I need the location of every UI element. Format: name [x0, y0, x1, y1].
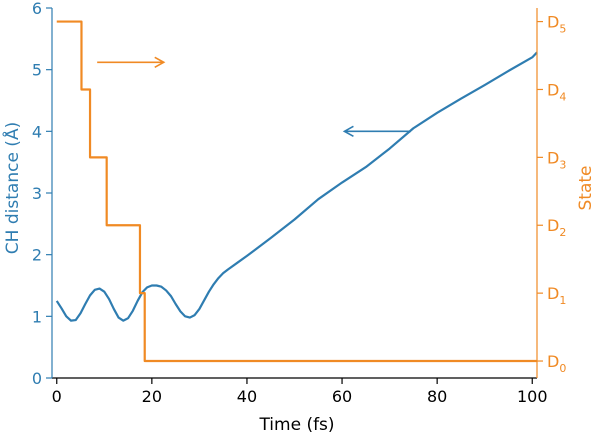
- x-tick-label: 20: [142, 387, 162, 406]
- right-y-tick-subscript: 1: [559, 294, 566, 307]
- left-y-tick-label: 1: [32, 307, 42, 326]
- right-y-tick-label: D2: [547, 216, 566, 239]
- left-axis-arrow-head: [342, 125, 354, 138]
- right-y-tick-label: D3: [547, 148, 566, 171]
- right-axis-arrow-head: [154, 56, 166, 69]
- x-tick-label: 40: [237, 387, 257, 406]
- x-tick-label: 80: [427, 387, 447, 406]
- left-y-tick-label: 0: [32, 369, 42, 388]
- right-y-tick-subscript: 0: [559, 362, 566, 375]
- left-y-tick-label: 4: [32, 122, 42, 141]
- annotation-arrows: [97, 56, 411, 138]
- plot-marks: [55, 20, 538, 363]
- ch-distance-line: [55, 51, 538, 322]
- right-y-tick-subscript: 4: [559, 90, 566, 103]
- x-axis-label: Time (fs): [258, 415, 334, 435]
- left-y-tick-label: 6: [32, 0, 42, 18]
- state-step-line: [56, 20, 537, 363]
- right-y-tick-label: D1: [547, 284, 566, 307]
- right-y-tick-subscript: 3: [559, 158, 566, 171]
- x-tick-label: 100: [517, 387, 548, 406]
- right-y-tick-label: D4: [547, 80, 566, 103]
- right-y-tick-label: D0: [547, 352, 566, 375]
- x-tick-label: 60: [332, 387, 352, 406]
- left-y-tick-label: 5: [32, 61, 42, 80]
- x-tick-label: 0: [52, 387, 62, 406]
- left-y-axis-label: CH distance (Å): [1, 122, 23, 254]
- left-y-tick-label: 3: [32, 184, 42, 203]
- left-y-tick-label: 2: [32, 246, 42, 265]
- right-y-tick-subscript: 5: [559, 23, 566, 36]
- right-y-axis-label: State: [576, 166, 596, 211]
- right-y-tick-label: D5: [547, 13, 566, 36]
- right-y-tick-subscript: 2: [559, 226, 566, 239]
